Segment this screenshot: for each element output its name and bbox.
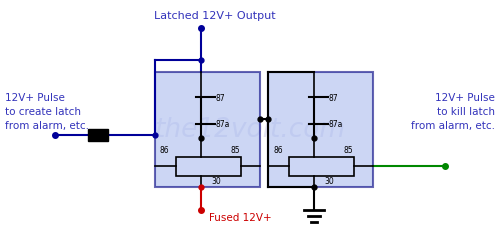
Text: Latched 12V+ Output: Latched 12V+ Output: [154, 11, 276, 21]
Text: 86: 86: [273, 146, 282, 155]
Text: 86: 86: [160, 146, 170, 155]
Bar: [88, 129, 108, 141]
Text: 87: 87: [216, 94, 225, 103]
Text: 87a: 87a: [216, 120, 230, 129]
Text: to kill latch: to kill latch: [437, 107, 495, 117]
Bar: [268, 72, 373, 187]
Text: 30: 30: [212, 177, 222, 185]
Text: 87a: 87a: [328, 120, 343, 129]
Text: the12volt.com: the12volt.com: [154, 117, 346, 143]
Bar: [155, 72, 260, 187]
Text: 12V+ Pulse: 12V+ Pulse: [435, 93, 495, 103]
Text: 30: 30: [324, 177, 334, 185]
Text: 85: 85: [230, 146, 240, 155]
Bar: [289, 157, 354, 176]
Bar: [176, 157, 241, 176]
Text: Fused 12V+: Fused 12V+: [208, 213, 271, 223]
Text: to create latch: to create latch: [5, 107, 81, 117]
Text: from alarm, etc.: from alarm, etc.: [5, 121, 89, 131]
Text: 12V+ Pulse: 12V+ Pulse: [5, 93, 65, 103]
Text: 87: 87: [328, 94, 338, 103]
Text: 85: 85: [344, 146, 353, 155]
Text: from alarm, etc.: from alarm, etc.: [411, 121, 495, 131]
